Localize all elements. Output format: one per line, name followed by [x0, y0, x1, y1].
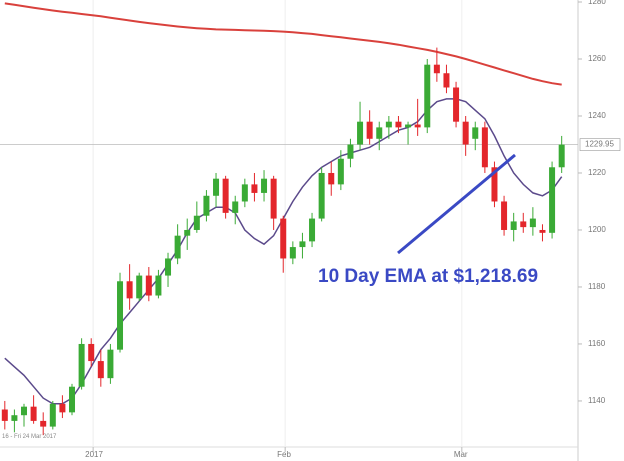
candle-body: [510, 221, 517, 230]
annotation: 10 Day EMA at $1,218.69: [318, 266, 538, 287]
candle-body: [184, 229, 191, 236]
y-tick-label: 1260: [588, 54, 606, 63]
candle-body: [414, 124, 421, 128]
candle-body: [222, 178, 229, 213]
candle-body: [11, 415, 18, 421]
candle-body: [40, 420, 47, 427]
y-tick-label: 1180: [588, 282, 606, 291]
candle-body: [59, 403, 66, 413]
y-tick-label: 1140: [588, 396, 606, 405]
candle-body: [97, 361, 104, 379]
candle-body: [270, 178, 277, 219]
candle-body: [117, 281, 124, 350]
candle-body: [472, 127, 479, 139]
candle-body: [337, 158, 344, 185]
candle-body: [453, 87, 460, 122]
candle-body: [145, 275, 152, 296]
candle-body: [241, 184, 248, 202]
candle-body: [328, 172, 335, 185]
candle-body: [213, 178, 220, 196]
candle-body: [49, 403, 56, 427]
candle-body: [462, 121, 469, 145]
y-tick-label: 1240: [588, 111, 606, 120]
candle-body: [69, 386, 76, 413]
candle-body: [203, 195, 210, 216]
candles: [1, 47, 565, 436]
candle-body: [491, 167, 498, 202]
candle-body: [376, 127, 383, 139]
candle-body: [107, 349, 114, 379]
candle-body: [520, 221, 527, 228]
candle-body: [309, 218, 316, 242]
candle-body: [78, 343, 85, 387]
candle-body: [357, 121, 364, 145]
candle-body: [165, 258, 172, 276]
annotation-arrow: [397, 153, 516, 255]
candle-body: [1, 409, 8, 421]
lines: [4, 2, 563, 405]
candle-body: [424, 64, 431, 128]
candle-body: [136, 275, 143, 299]
candle-body: [347, 144, 354, 159]
candle-body: [126, 281, 133, 299]
candle-body: [261, 178, 268, 193]
candle-body: [30, 406, 37, 421]
candle-body: [318, 172, 325, 219]
candle-body: [395, 121, 402, 128]
candle-body: [232, 201, 239, 213]
y-tick-label: 1200: [588, 225, 606, 234]
x-range-label: 16 - Fri 24 Mar 2017: [2, 434, 57, 440]
candle-body: [289, 247, 296, 259]
candle-body: [549, 167, 556, 233]
candle-body: [405, 124, 412, 128]
candle-body: [193, 215, 200, 230]
y-tick-label: 1160: [588, 339, 606, 348]
last-price-label: 1229.95: [585, 140, 614, 149]
candle-body: [481, 127, 488, 168]
y-tick-label: 1220: [588, 168, 606, 177]
ma-line: [4, 2, 562, 86]
candle-body: [88, 343, 95, 362]
grid: [0, 0, 578, 447]
candle-body: [21, 406, 28, 416]
candle-body: [558, 144, 565, 168]
axis: 1140 1160 1180 1200 1220 1240 1260 1280 2017 Feb M…: [85, 0, 621, 459]
candle-body: [529, 218, 536, 228]
candle-body: [155, 275, 162, 296]
candle-body: [366, 121, 373, 139]
x-tick-label: Mar: [454, 450, 468, 459]
candle-body: [251, 184, 258, 193]
candle-body: [443, 73, 450, 88]
x-tick-label: Feb: [277, 450, 291, 459]
last-price-box: [579, 138, 621, 151]
candle-body: [385, 121, 392, 128]
candle-body: [539, 229, 546, 233]
y-tick-label: 1280: [588, 0, 606, 6]
candle-body: [174, 235, 181, 259]
x-tick-label: 2017: [85, 450, 103, 459]
candle-body: [433, 64, 440, 74]
candle-body: [501, 201, 508, 230]
candle-body: [280, 218, 287, 259]
candle-body: [299, 241, 306, 248]
